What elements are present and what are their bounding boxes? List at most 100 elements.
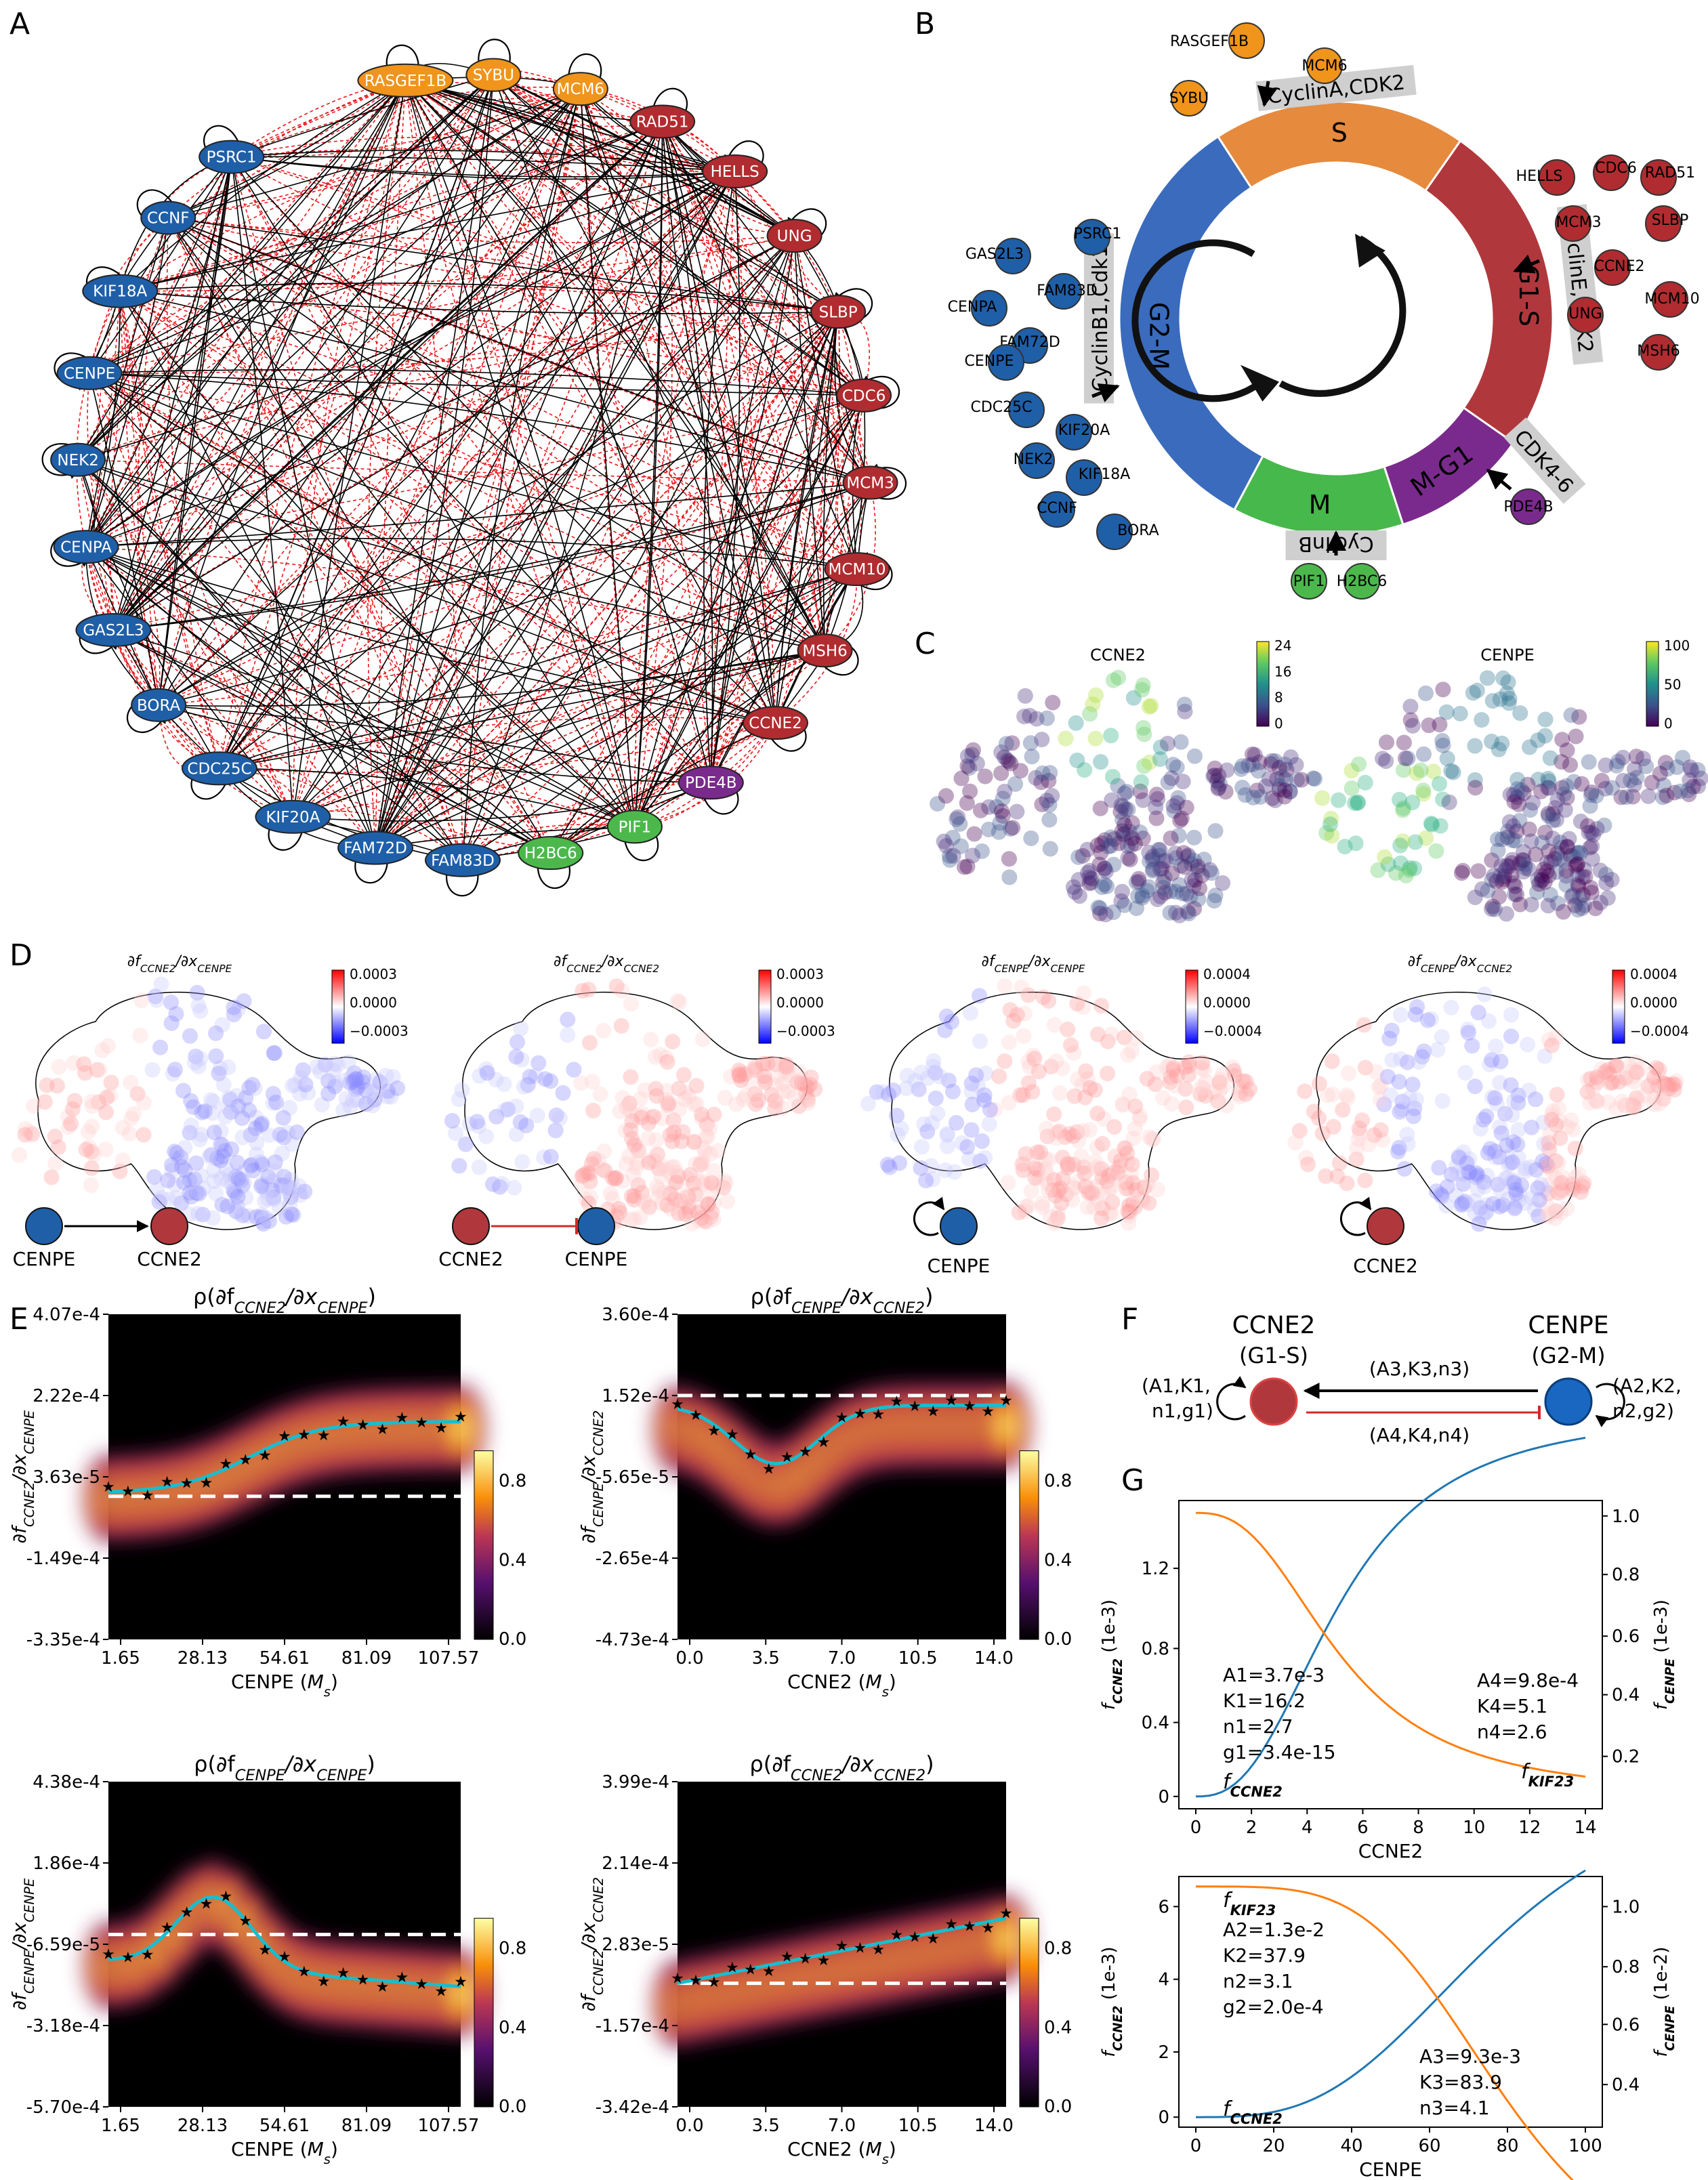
density-plot-1: ρ(∂fCCNE2/∂xCENPE)★ ★ ★★ ★ ★★ ★ ★★ ★ ★★ ★ ★★ ★ ★★4.0…: [8, 1284, 526, 1700]
umap-cell: [1149, 891, 1165, 907]
param-text: A1=3.7e-3: [1223, 1664, 1325, 1686]
umap-cell: [1015, 1162, 1031, 1179]
umap-cell: [249, 1135, 265, 1151]
umap-cell: [702, 1120, 718, 1137]
umap-cell: [1039, 1166, 1055, 1182]
umap-cell: [1046, 1215, 1062, 1232]
umap-cell: [479, 1065, 495, 1081]
y-tick: -1.57e-4: [596, 2016, 669, 2036]
umap-cell: [345, 1092, 361, 1109]
umap-cell: [1682, 772, 1698, 789]
umap-cell: [1163, 1069, 1179, 1085]
inhibition-edge: [85, 171, 736, 547]
data-star: ★: [376, 1979, 390, 1996]
phase-gene-label: CDC25C: [970, 399, 1032, 416]
umap-cell: [230, 1171, 247, 1187]
umap-cell: [1094, 1169, 1110, 1186]
umap-cell: [1589, 820, 1605, 837]
umap-cell: [291, 1085, 308, 1102]
umap-cell: [1392, 1104, 1408, 1120]
umap-cell: [1132, 824, 1148, 841]
umap-cell: [1128, 1182, 1144, 1198]
umap-cell: [1508, 886, 1525, 903]
phase-gene-label: GAS2L3: [965, 246, 1024, 263]
umap-cell: [1569, 845, 1585, 861]
umap-cell: [1548, 1029, 1564, 1045]
colorbar-tick: 0.8: [1044, 1939, 1072, 1959]
inhibition-edge: [292, 311, 839, 818]
inhibition-edge: [710, 312, 839, 783]
umap-cell: [703, 1175, 720, 1191]
inhibition-edge: [819, 312, 839, 651]
activation-edge: [85, 546, 636, 828]
activation-edge: [661, 121, 776, 724]
activation-edge: [634, 121, 663, 827]
umap-cell: [1148, 1064, 1165, 1081]
activation-edge: [167, 80, 406, 219]
umap-cell: [628, 1159, 644, 1176]
umap-cell: [1378, 753, 1394, 770]
umap-cell: [998, 736, 1014, 752]
inhibition-edge: [119, 121, 663, 292]
umap-cell: [1168, 904, 1184, 921]
umap-cell: [1171, 877, 1188, 893]
umap-cell: [581, 1034, 598, 1051]
umap-cell: [1503, 1028, 1520, 1045]
umap-cell: [1490, 843, 1506, 859]
umap-cell: [637, 1082, 653, 1098]
umap-cell: [451, 1091, 467, 1108]
activation-edge: [375, 89, 581, 848]
umap-cell: [892, 1155, 908, 1171]
umap-cell: [182, 1172, 198, 1188]
umap-cell: [234, 1207, 251, 1223]
umap-cell: [368, 1071, 384, 1087]
inhibition-edge: [77, 80, 406, 461]
activation-edge: [77, 75, 494, 461]
gene-node-mcm6: MCM6: [552, 72, 608, 106]
umap-cell: [1131, 871, 1147, 887]
umap-cell: [1563, 847, 1579, 864]
activation-edge: [580, 89, 636, 827]
umap-cell: [317, 1057, 333, 1073]
umap-cell: [1117, 1140, 1133, 1156]
umap-cell: [1604, 872, 1620, 888]
umap-cell: [1107, 1148, 1123, 1164]
umap-cell: [1558, 877, 1575, 893]
umap-cell: [219, 1099, 235, 1115]
umap-cell: [1175, 774, 1191, 790]
umap-cell: [1069, 1124, 1085, 1140]
umap-cell: [961, 1151, 977, 1167]
umap-cell: [1135, 830, 1151, 847]
umap-cell: [163, 994, 180, 1011]
colorbar-tick: 100: [1664, 637, 1690, 654]
umap-cell: [1252, 789, 1268, 805]
umap-cell: [1278, 761, 1295, 778]
umap-cell: [1507, 1181, 1524, 1198]
param-text: n3=4.1: [1419, 2097, 1490, 2119]
x-axis-label: CCNE2 (Ms): [787, 2138, 896, 2167]
inhibition-edge: [375, 311, 839, 849]
umap-cell: [1180, 904, 1196, 920]
phase-gene-psrc1: PSRC1: [1074, 219, 1121, 255]
umap-cell: [1408, 1091, 1425, 1108]
umap-cell: [1119, 1145, 1136, 1161]
umap-cell: [980, 821, 997, 837]
left-params-line2: n1,g1): [1152, 1400, 1213, 1422]
density-plot-2: ρ(∂fCENPE/∂xCCNE2)★★★ ★★★★ ★★★ ★ ★★ ★ ★★ ★ ★★3.6…: [577, 1284, 1072, 1700]
data-star: ★: [219, 1888, 232, 1905]
umap-cell: [1092, 800, 1108, 816]
umap-cell: [1530, 772, 1547, 788]
gene-node-kif18a: KIF18A: [82, 274, 159, 308]
umap-cell: [1041, 812, 1058, 828]
umap-cell: [282, 1196, 298, 1213]
umap-cell: [208, 1186, 224, 1202]
umap-cell: [1177, 1059, 1193, 1075]
umap-cell: [622, 1102, 638, 1118]
umap-cell: [1146, 1131, 1162, 1147]
umap-cell: [1152, 739, 1169, 755]
umap-cell: [1157, 869, 1173, 885]
umap-cell: [1657, 755, 1673, 771]
umap-cell: [1351, 1120, 1367, 1137]
umap-cell: [1134, 682, 1150, 698]
umap-cell: [297, 1076, 314, 1093]
